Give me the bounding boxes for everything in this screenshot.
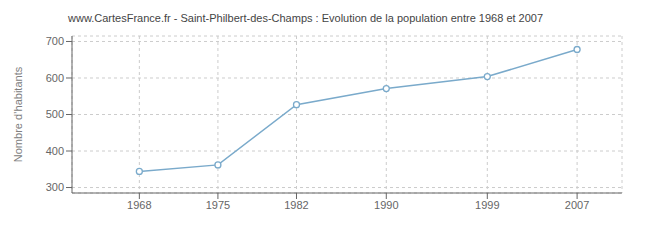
svg-text:1982: 1982 — [284, 199, 308, 211]
svg-text:1968: 1968 — [127, 199, 151, 211]
svg-text:700: 700 — [46, 35, 64, 47]
svg-text:500: 500 — [46, 108, 64, 120]
svg-text:2007: 2007 — [565, 199, 589, 211]
svg-text:1990: 1990 — [374, 199, 398, 211]
svg-text:1999: 1999 — [475, 199, 499, 211]
svg-text:Nombre d’habitants: Nombre d’habitants — [12, 66, 24, 162]
svg-text:600: 600 — [46, 72, 64, 84]
svg-text:1975: 1975 — [206, 199, 230, 211]
svg-text:300: 300 — [46, 181, 64, 193]
html-text:www.CartesFrance.fr - Saint-Ph: www.CartesFrance.fr - Saint-Philbert-des… — [68, 12, 544, 24]
svg-text:400: 400 — [46, 145, 64, 157]
